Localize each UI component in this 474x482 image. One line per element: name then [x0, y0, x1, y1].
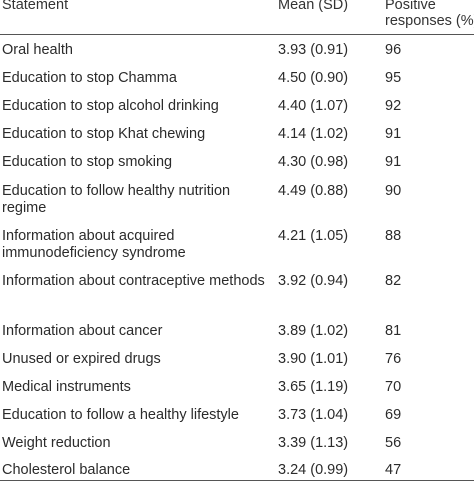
positive-cell: 69 — [385, 407, 402, 423]
positive-cell: 81 — [385, 323, 402, 339]
statement-cell: Cholesterol balance — [2, 462, 131, 478]
statement-cell: Oral health — [2, 42, 73, 58]
mean-cell: 3.65 (1.19) — [278, 379, 349, 395]
positive-cell: 47 — [385, 462, 402, 478]
header-mean-sd: Mean (SD) — [278, 0, 349, 13]
statement-cell: Medical instruments — [2, 379, 131, 395]
positive-cell: 91 — [385, 154, 402, 170]
statement-cell: Education to follow healthy nutrition re… — [2, 183, 231, 216]
positive-cell: 76 — [385, 351, 402, 367]
header-statement: Statement — [2, 0, 69, 13]
table-bottom-rule — [0, 480, 474, 481]
positive-cell: 92 — [385, 98, 402, 114]
mean-cell: 4.49 (0.88) — [278, 183, 349, 199]
statement-cell: Education to follow a healthy lifestyle — [2, 407, 239, 423]
statement-cell: Information about cancer — [2, 323, 163, 339]
mean-cell: 3.73 (1.04) — [278, 407, 349, 423]
mean-cell: 3.90 (1.01) — [278, 351, 349, 367]
positive-cell: 56 — [385, 435, 402, 451]
positive-cell: 70 — [385, 379, 402, 395]
positive-cell: 88 — [385, 228, 402, 244]
mean-cell: 4.21 (1.05) — [278, 228, 349, 244]
mean-cell: 4.50 (0.90) — [278, 70, 349, 86]
positive-cell: 90 — [385, 183, 402, 199]
statement-cell: Education to stop alcohol drinking — [2, 98, 219, 114]
positive-cell: 82 — [385, 273, 402, 289]
statement-cell: Education to stop Khat chewing — [2, 126, 206, 142]
mean-cell: 3.89 (1.02) — [278, 323, 349, 339]
statement-cell: Information about contraceptive methods — [2, 273, 265, 289]
positive-cell: 95 — [385, 70, 402, 86]
statement-cell: Information about acquired immunodeficie… — [2, 228, 186, 261]
header-positive-responses: Positive responses (%) — [385, 0, 474, 29]
statement-cell: Education to stop smoking — [2, 154, 173, 170]
mean-cell: 3.93 (0.91) — [278, 42, 349, 58]
mean-cell: 3.39 (1.13) — [278, 435, 349, 451]
mean-cell: 4.14 (1.02) — [278, 126, 349, 142]
mean-cell: 4.40 (1.07) — [278, 98, 349, 114]
positive-cell: 96 — [385, 42, 402, 58]
table-header: Statement Mean (SD) Positive responses (… — [0, 0, 474, 35]
mean-cell: 4.30 (0.98) — [278, 154, 349, 170]
positive-cell: 91 — [385, 126, 402, 142]
statement-cell: Unused or expired drugs — [2, 351, 161, 367]
statement-cell: Education to stop Chamma — [2, 70, 177, 86]
statement-cell: Weight reduction — [2, 435, 111, 451]
mean-cell: 3.24 (0.99) — [278, 462, 349, 478]
mean-cell: 3.92 (0.94) — [278, 273, 349, 289]
